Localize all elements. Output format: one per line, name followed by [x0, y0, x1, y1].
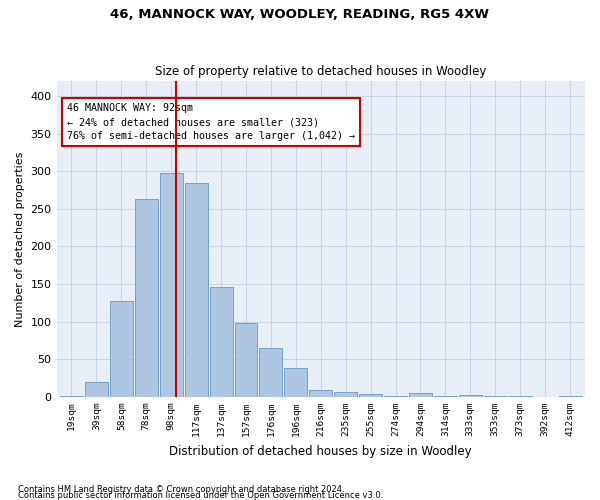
- Text: Contains public sector information licensed under the Open Government Licence v3: Contains public sector information licen…: [18, 491, 383, 500]
- Bar: [409, 393, 432, 397]
- X-axis label: Distribution of detached houses by size in Woodley: Distribution of detached houses by size …: [169, 444, 472, 458]
- Bar: [359, 394, 382, 397]
- Bar: [160, 173, 182, 397]
- Bar: [185, 182, 208, 397]
- Bar: [484, 396, 507, 397]
- Bar: [384, 396, 407, 397]
- Title: Size of property relative to detached houses in Woodley: Size of property relative to detached ho…: [155, 66, 487, 78]
- Bar: [259, 348, 283, 397]
- Bar: [85, 382, 108, 397]
- Text: 46 MANNOCK WAY: 92sqm
← 24% of detached houses are smaller (323)
76% of semi-det: 46 MANNOCK WAY: 92sqm ← 24% of detached …: [67, 103, 355, 141]
- Text: 46, MANNOCK WAY, WOODLEY, READING, RG5 4XW: 46, MANNOCK WAY, WOODLEY, READING, RG5 4…: [110, 8, 490, 20]
- Bar: [459, 396, 482, 397]
- Bar: [235, 323, 257, 397]
- Bar: [110, 300, 133, 397]
- Bar: [310, 390, 332, 397]
- Bar: [60, 396, 83, 397]
- Text: Contains HM Land Registry data © Crown copyright and database right 2024.: Contains HM Land Registry data © Crown c…: [18, 485, 344, 494]
- Bar: [135, 199, 158, 397]
- Bar: [509, 396, 532, 397]
- Bar: [334, 392, 357, 397]
- Bar: [434, 396, 457, 397]
- Bar: [209, 287, 233, 397]
- Bar: [559, 396, 581, 397]
- Y-axis label: Number of detached properties: Number of detached properties: [15, 151, 25, 326]
- Bar: [284, 368, 307, 397]
